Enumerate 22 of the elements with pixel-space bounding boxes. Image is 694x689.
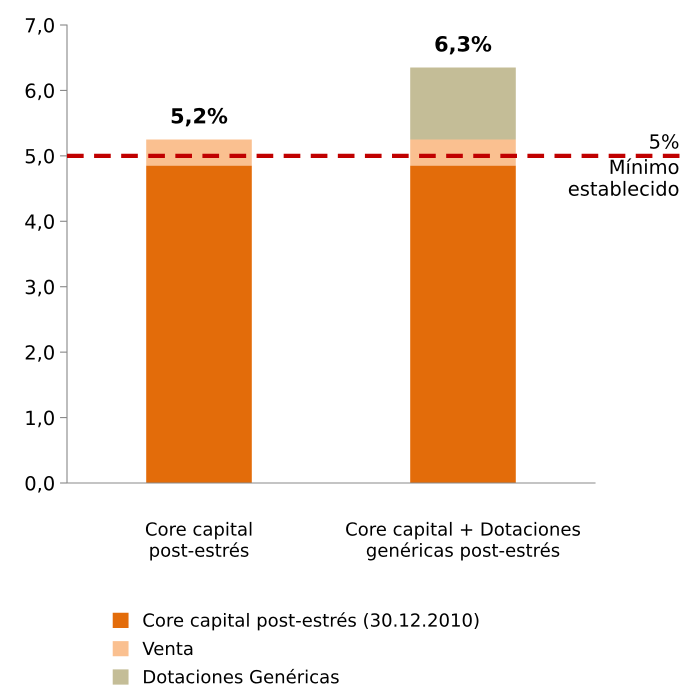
y-tick-label: 3,0 <box>26 280 54 296</box>
y-tick-label: 0,0 <box>26 476 54 493</box>
total-label: 5,2% <box>172 108 228 126</box>
y-tick-label: 2,0 <box>26 345 54 362</box>
y-tick-label: 4,0 <box>25 214 54 231</box>
bar <box>410 166 516 483</box>
y-tick-label: 6,0 <box>26 83 54 100</box>
x-tick-label: Core capital post-estrés <box>146 522 252 560</box>
legend-label: Venta <box>142 642 192 656</box>
bar <box>146 166 252 483</box>
y-tick-label: 1,0 <box>26 410 54 428</box>
total-label: 6,3% <box>435 36 492 54</box>
legend-label: Core capital post-estrés (30.12.2010) <box>143 612 478 630</box>
annotation: Mínimo establecido <box>568 158 678 196</box>
y-tick-label: 5,0 <box>26 148 54 166</box>
bar <box>146 140 252 166</box>
x-tick-label: Core capital + Dotaciones genéricas post-estrés <box>346 522 580 560</box>
bar <box>410 140 516 166</box>
legend-label: Dotaciones Genéricas <box>144 668 339 684</box>
ref-line-label: 5% <box>650 134 678 149</box>
y-tick-label: 7,0 <box>26 18 54 35</box>
bar <box>410 68 516 140</box>
